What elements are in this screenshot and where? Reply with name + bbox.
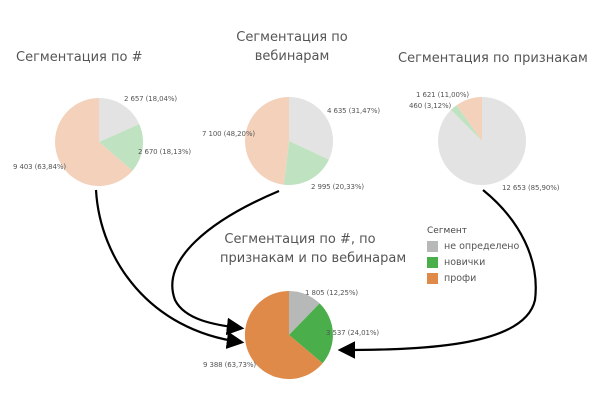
title-by-features: Сегментация по признакам — [398, 51, 588, 66]
label-by-hash-novice: 2 670 (18,13%) — [138, 148, 192, 156]
pie-slice-novice — [450, 105, 482, 141]
pie-slice-novice — [99, 124, 144, 171]
label-by-hash-undefined: 2 657 (18,04%) — [124, 95, 178, 103]
pie-chart-by-features — [438, 97, 527, 186]
pie-slice-novice — [289, 303, 333, 364]
legend-label: новички — [444, 256, 486, 268]
label-by-webinars-undefined: 4 635 (31,47%) — [327, 107, 381, 115]
legend-item-undefined: не определено — [427, 240, 519, 252]
label-combined-undefined: 1 805 (12,25%) — [305, 289, 359, 297]
pie-slice-undefined — [289, 291, 320, 335]
pie-slice-pro — [456, 97, 482, 141]
arrow-from-webinars — [171, 189, 280, 336]
legend-label: не определено — [444, 240, 520, 252]
legend-title: Сегмент — [427, 226, 468, 236]
legend-swatch-novice — [427, 256, 438, 268]
arrow-from-hash — [94, 189, 245, 349]
title-by-webinars-line1: Сегментация по — [236, 30, 348, 45]
label-by-features-undefined: 12 653 (85,90%) — [502, 184, 560, 192]
label-by-webinars-novice: 2 995 (20,33%) — [311, 183, 365, 191]
label-combined-novice: 3 537 (24,01%) — [326, 329, 380, 337]
legend-label: профи — [444, 272, 477, 284]
legend-swatch-undefined — [427, 240, 438, 252]
pie-chart-combined — [244, 290, 333, 379]
pie-slice-undefined — [99, 98, 140, 142]
label-by-features-pro: 1 621 (11,00%) — [416, 91, 470, 99]
pie-slice-pro — [55, 98, 133, 186]
pie-slice-pro — [244, 290, 323, 379]
pie-chart-by-hash — [55, 98, 144, 186]
legend: Сегмент не определено новички профи — [427, 226, 519, 288]
title-by-webinars: Сегментация по вебинарам — [232, 28, 352, 66]
title-by-hash: Сегментация по # — [16, 50, 143, 65]
pie-slice-pro — [245, 97, 289, 185]
label-by-features-novice: 460 (3,12%) — [409, 102, 452, 110]
pie-chart-by-webinars — [245, 96, 334, 185]
legend-swatch-pro — [427, 272, 438, 284]
pie-slice-undefined — [438, 97, 527, 186]
arrow-from-features — [337, 189, 537, 359]
label-by-hash-pro: 9 403 (63,84%) — [13, 163, 67, 171]
legend-item-pro: профи — [427, 272, 519, 284]
pie-slice-novice — [283, 141, 329, 185]
title-by-webinars-line2: вебинарам — [254, 49, 330, 64]
title-combined-line2: признакам и по вебинарам — [220, 251, 407, 266]
label-combined-pro: 9 388 (63,73%) — [203, 361, 257, 369]
title-combined-line1: Сегментация по #, по — [224, 232, 376, 247]
legend-item-novice: новички — [427, 256, 519, 268]
title-combined: Сегментация по #, по признакам и по веби… — [220, 230, 407, 268]
pie-slice-undefined — [289, 96, 334, 160]
label-by-webinars-pro: 7 100 (48,20%) — [202, 130, 256, 138]
